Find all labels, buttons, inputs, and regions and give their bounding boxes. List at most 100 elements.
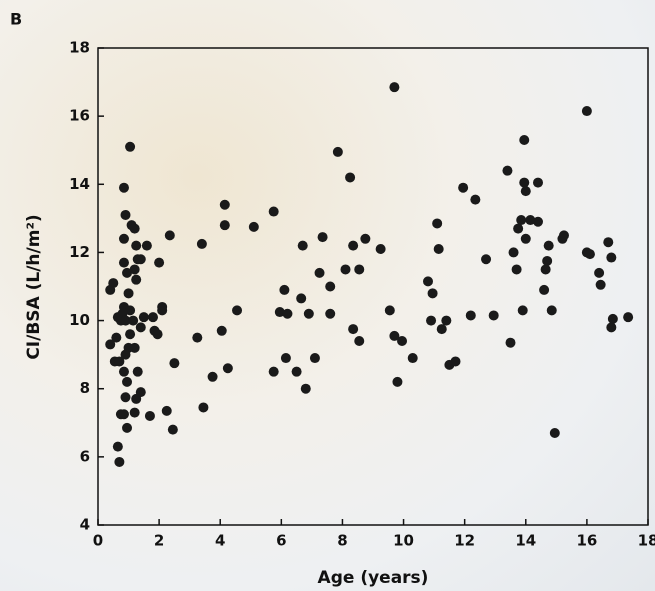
point — [426, 315, 437, 326]
point — [120, 315, 131, 326]
point — [348, 240, 359, 251]
x-tick-label: 10 — [393, 532, 414, 550]
point — [268, 366, 279, 377]
point — [157, 305, 168, 316]
y-tick-label: 10 — [69, 311, 90, 329]
point — [141, 240, 152, 251]
point — [282, 308, 293, 319]
point — [112, 441, 123, 452]
point — [115, 409, 126, 420]
point — [123, 288, 134, 299]
point — [164, 230, 175, 241]
point — [232, 305, 243, 316]
point — [458, 182, 469, 193]
point — [392, 376, 403, 387]
point — [481, 254, 492, 265]
point — [345, 172, 356, 183]
point — [131, 240, 142, 251]
point — [114, 456, 125, 467]
x-axis-title: Age (years) — [318, 568, 429, 588]
y-tick-label: 14 — [69, 175, 90, 193]
point — [274, 307, 285, 318]
point — [546, 305, 557, 316]
point — [216, 325, 227, 336]
point — [549, 428, 560, 439]
point — [325, 281, 336, 292]
point — [389, 82, 400, 93]
point — [129, 264, 140, 275]
point — [427, 288, 438, 299]
point — [508, 247, 519, 258]
point — [144, 410, 155, 421]
point — [114, 356, 125, 367]
point — [519, 177, 530, 188]
x-tick-label: 18 — [638, 532, 655, 550]
point — [516, 215, 527, 226]
point — [129, 223, 140, 234]
point — [309, 353, 320, 364]
point — [122, 376, 133, 387]
point — [375, 244, 386, 255]
point — [167, 424, 178, 435]
point — [465, 310, 476, 321]
point — [558, 230, 569, 241]
point — [533, 177, 543, 188]
point — [280, 353, 291, 364]
y-tick-label: 4 — [80, 516, 90, 534]
point — [470, 194, 481, 205]
point — [300, 383, 311, 394]
point — [219, 199, 230, 210]
point — [128, 315, 139, 326]
x-tick-label: 12 — [454, 532, 475, 550]
point — [520, 233, 531, 244]
point — [525, 215, 536, 226]
point — [389, 330, 400, 341]
point — [360, 233, 371, 244]
point — [207, 371, 218, 382]
plot-frame — [97, 47, 649, 526]
point — [129, 407, 140, 418]
y-axis-title: CI/BSA (L/h/m²) — [24, 214, 44, 359]
x-tick-label: 14 — [515, 532, 536, 550]
point — [120, 392, 131, 403]
x-tick-label: 6 — [276, 532, 286, 550]
point — [248, 221, 259, 232]
point — [125, 329, 136, 340]
point — [607, 313, 618, 324]
point — [192, 332, 203, 343]
point — [314, 267, 325, 278]
point — [118, 233, 129, 244]
point — [325, 308, 336, 319]
point — [118, 257, 129, 268]
y-tick-label: 12 — [69, 243, 90, 261]
point — [505, 337, 516, 348]
point — [502, 165, 513, 176]
point — [198, 402, 209, 413]
point — [354, 336, 365, 347]
point — [488, 310, 499, 321]
x-tick-label: 4 — [215, 532, 225, 550]
point — [296, 293, 307, 304]
point — [125, 141, 136, 152]
point — [441, 315, 452, 326]
point — [120, 209, 131, 220]
point — [317, 232, 328, 243]
point — [122, 422, 133, 433]
point — [581, 106, 592, 117]
point — [432, 218, 443, 229]
point — [533, 216, 543, 227]
point — [436, 324, 447, 335]
point — [348, 324, 359, 335]
x-tick-label: 0 — [93, 532, 103, 550]
point — [297, 240, 308, 251]
point — [397, 336, 408, 347]
point — [196, 238, 207, 249]
y-tick-label: 18 — [69, 39, 90, 57]
point — [125, 305, 136, 316]
point — [384, 305, 395, 316]
point — [513, 223, 524, 234]
point — [606, 252, 617, 263]
x-tick-label: 16 — [576, 532, 597, 550]
point — [129, 342, 140, 353]
